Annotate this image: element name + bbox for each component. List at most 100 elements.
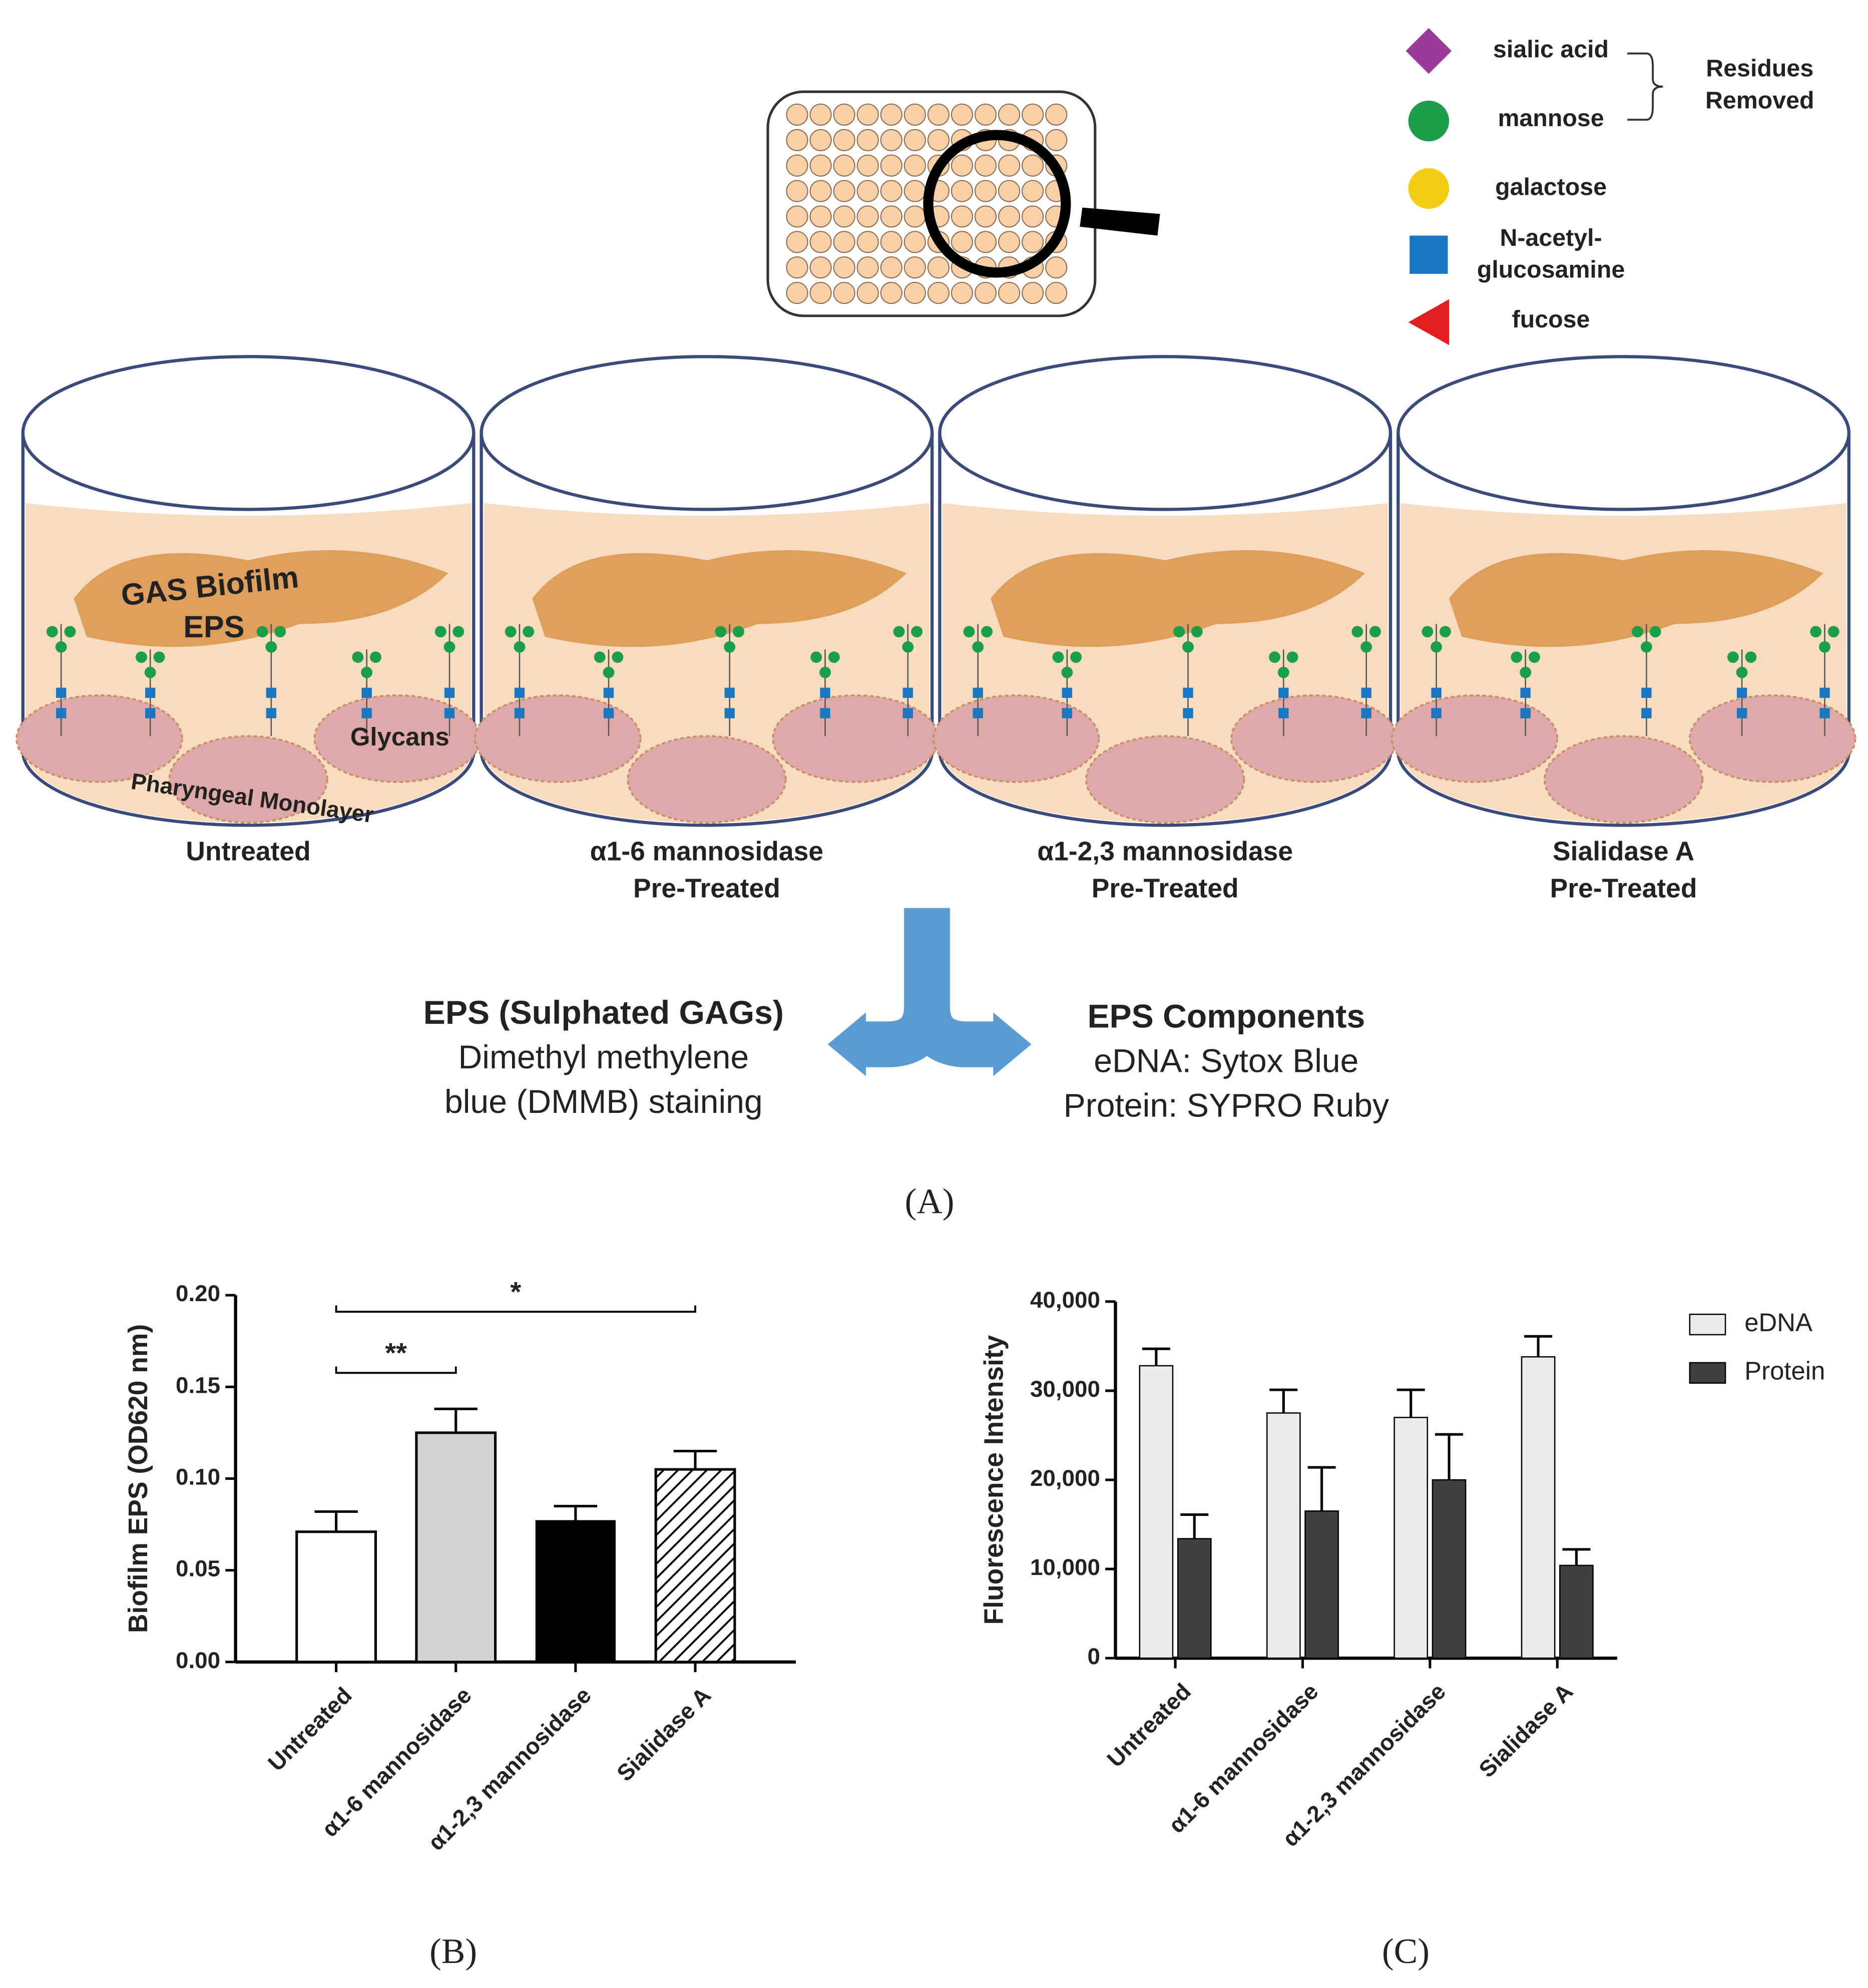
method-text: EPS Components — [1087, 998, 1365, 1035]
plate-well — [880, 180, 902, 202]
legend-label: fucose — [1512, 306, 1590, 333]
y-tick-label: 20,000 — [1030, 1465, 1100, 1491]
biofilm — [991, 550, 1365, 647]
plate-well — [809, 103, 832, 126]
glycan-unit — [145, 687, 156, 698]
plate-well — [880, 281, 902, 304]
glycan-unit — [265, 641, 277, 653]
well-plate — [766, 90, 1097, 317]
bar — [1432, 1479, 1467, 1659]
significance-label: ** — [385, 1337, 407, 1368]
glycan-unit — [505, 626, 517, 638]
bar — [1521, 1356, 1556, 1659]
y-tick-label: 0.15 — [176, 1372, 220, 1398]
plate-well — [951, 180, 974, 202]
glycan-unit — [135, 651, 147, 663]
magnifier — [923, 130, 1071, 278]
bar — [1559, 1564, 1594, 1659]
glycan-unit — [1286, 651, 1298, 663]
glycan-unit — [1511, 651, 1523, 663]
glycan-unit — [46, 626, 58, 638]
x-tick-label: Sialidase A — [612, 1682, 716, 1786]
glycan-unit — [1183, 687, 1193, 698]
plate-well — [1022, 180, 1044, 202]
plate-well — [998, 154, 1021, 177]
glycan-unit — [1745, 651, 1757, 663]
plate-well — [856, 154, 879, 177]
glycan-unit — [444, 687, 455, 698]
plate-well — [833, 231, 855, 253]
glycan-unit — [1431, 641, 1443, 653]
glycan-unit — [266, 687, 277, 698]
plate-well — [1022, 205, 1044, 228]
glycan-unit — [1183, 708, 1193, 718]
x-tick-label: Sialidase A — [1474, 1679, 1578, 1783]
well-label: Sialidase A — [1553, 837, 1694, 867]
plate-well — [1045, 281, 1068, 304]
glycan-unit — [514, 687, 525, 698]
bar — [1266, 1412, 1301, 1659]
plate-well — [903, 205, 926, 228]
legend-label: N-acetyl- — [1500, 224, 1602, 251]
glycan-unit — [444, 708, 455, 718]
plate-well — [856, 180, 879, 202]
plate-well — [880, 103, 902, 126]
glycan-unit — [1727, 651, 1739, 663]
bar — [535, 1520, 616, 1663]
glycan-unit — [1819, 687, 1830, 698]
glycan-unit — [523, 626, 535, 638]
glycan-unit — [1062, 708, 1073, 718]
legend-label: mannose — [1498, 105, 1604, 132]
glycan-unit — [352, 651, 364, 663]
glycan-unit — [1191, 626, 1203, 638]
glycan-unit — [1278, 687, 1289, 698]
well-label: Pre-Treated — [1550, 874, 1697, 903]
cell — [772, 694, 940, 783]
glycan-unit — [1736, 687, 1747, 698]
plate-well — [1022, 154, 1044, 177]
y-tick-label: 30,000 — [1030, 1376, 1100, 1402]
y-axis-label: Fluorescence Intensity — [979, 1335, 1009, 1625]
plate-well — [809, 205, 832, 228]
plate-well — [809, 256, 832, 279]
glycan-unit — [715, 626, 727, 638]
method-text: eDNA: Sytox Blue — [1094, 1043, 1358, 1080]
y-axis-label: Biofilm EPS (OD620 nm) — [124, 1324, 153, 1633]
glycan-unit — [981, 626, 993, 638]
plate-well — [786, 129, 808, 151]
glycan-unit — [902, 687, 913, 698]
arrow-heads — [827, 1012, 1032, 1076]
glycan-unit — [452, 626, 464, 638]
glycan-unit — [1351, 626, 1363, 638]
plate-well — [880, 231, 902, 253]
x-tick-label: Untreated — [1102, 1679, 1196, 1772]
cell — [627, 735, 787, 824]
glycan-unit — [514, 641, 526, 653]
glycan-unit — [1819, 708, 1830, 718]
glycan-unit — [1431, 708, 1442, 718]
bar — [654, 1468, 736, 1664]
biofilm — [532, 550, 907, 647]
plate-well — [880, 256, 902, 279]
y-tick-label: 0.00 — [176, 1648, 220, 1673]
cell — [1085, 735, 1245, 824]
plate-well — [998, 205, 1021, 228]
plate-well — [951, 205, 974, 228]
glycan-unit — [1520, 687, 1531, 698]
plate-well — [833, 205, 855, 228]
glycan-unit — [1182, 641, 1194, 653]
glycan-unit — [1070, 651, 1082, 663]
glycan-unit — [1361, 687, 1371, 698]
plate-well — [786, 180, 808, 202]
well-top — [21, 355, 476, 511]
significance-bracket — [335, 1305, 696, 1313]
glycan-unit — [1736, 666, 1748, 678]
plate-well — [974, 281, 997, 304]
glycan-unit — [1649, 626, 1661, 638]
bar — [415, 1431, 497, 1664]
diagram-label: Glycans — [350, 722, 449, 751]
glycan-unit — [56, 687, 67, 698]
method-text: EPS (Sulphated GAGs) — [423, 994, 784, 1031]
glycan-unit — [266, 708, 277, 718]
